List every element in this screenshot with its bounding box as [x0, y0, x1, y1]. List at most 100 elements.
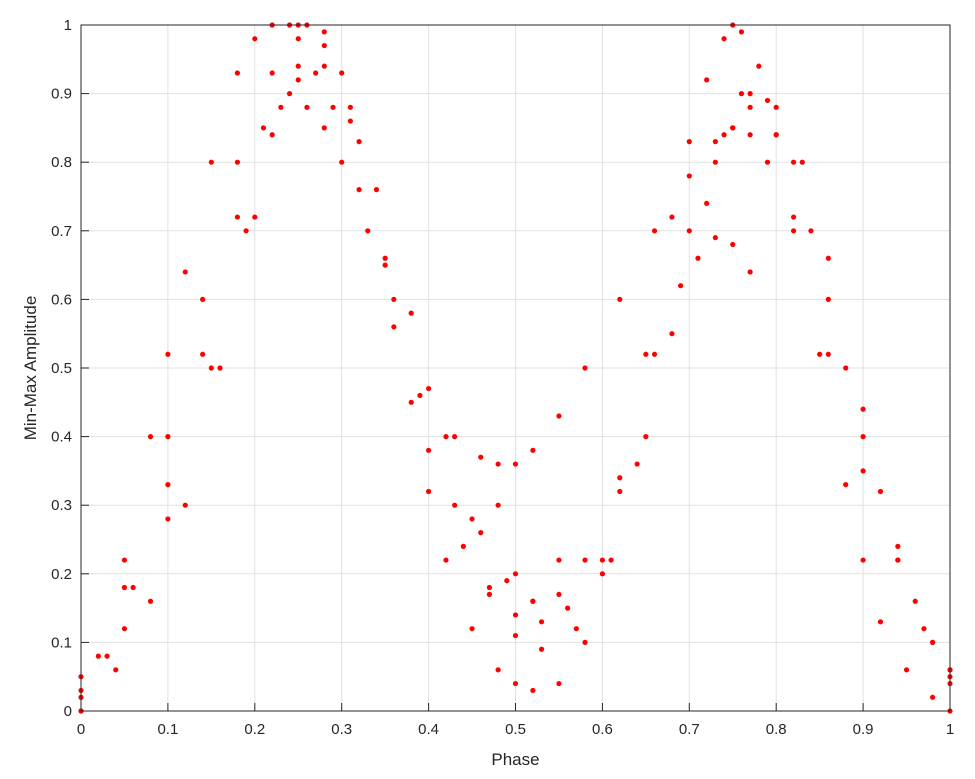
x-tick-label: 0.9	[853, 721, 874, 738]
data-point	[747, 91, 753, 97]
data-point	[643, 351, 649, 357]
x-axis-label: Phase	[491, 750, 539, 769]
data-point	[573, 626, 579, 632]
data-point	[113, 667, 119, 673]
x-tick-label: 0.8	[766, 721, 787, 738]
data-point	[817, 351, 823, 357]
data-point	[669, 331, 675, 337]
y-tick-label: 0.9	[51, 86, 72, 103]
data-point	[130, 584, 136, 591]
data-point	[165, 516, 171, 522]
data-point	[512, 632, 519, 639]
data-point	[347, 118, 353, 124]
data-point	[321, 125, 327, 131]
data-point	[843, 365, 849, 371]
data-point	[877, 488, 884, 495]
data-point	[234, 70, 241, 76]
data-point	[382, 255, 388, 261]
data-point	[443, 557, 449, 563]
data-point	[313, 70, 319, 76]
data-point	[530, 687, 536, 694]
y-tick-label: 1	[64, 17, 72, 34]
data-point	[469, 626, 475, 632]
y-tick-label: 0.7	[51, 223, 72, 240]
data-point	[860, 434, 866, 440]
x-tick-label: 0	[77, 721, 85, 738]
data-point	[504, 578, 510, 584]
data-point	[825, 296, 831, 302]
data-point	[617, 296, 623, 302]
data-point	[104, 653, 110, 659]
data-point	[321, 63, 327, 69]
y-tick-label: 0.4	[51, 429, 72, 446]
data-point	[921, 626, 927, 632]
data-point	[295, 77, 301, 83]
data-point	[165, 351, 171, 357]
axis-ticks: 0 0.1 0.2 0.3 0.4 0.5 0.6 0.7 0.8 0.9 1 0 0.1 0.2 0.3 0…	[51, 17, 954, 738]
data-point	[478, 454, 484, 460]
data-point	[512, 461, 519, 467]
y-tick-label: 0.6	[51, 291, 72, 308]
data-point	[860, 406, 866, 412]
data-point	[208, 365, 214, 371]
data-point	[347, 104, 353, 110]
data-point	[495, 461, 501, 467]
y-tick-label: 0	[64, 703, 72, 720]
data-point	[556, 413, 562, 419]
data-point	[339, 159, 345, 165]
data-point	[417, 392, 423, 399]
data-point	[860, 557, 866, 563]
data-point	[321, 29, 327, 35]
data-point	[252, 214, 258, 220]
data-point	[538, 619, 545, 625]
data-point	[426, 488, 432, 495]
data-point	[790, 159, 797, 165]
data-point	[356, 139, 362, 145]
data-point	[538, 646, 545, 652]
data-point	[643, 434, 649, 440]
data-point	[712, 139, 718, 145]
data-point	[747, 104, 753, 110]
data-point	[704, 200, 710, 206]
data-point	[339, 70, 345, 76]
data-point	[599, 571, 606, 577]
data-point	[651, 351, 658, 357]
data-point	[686, 173, 692, 179]
data-point	[426, 447, 432, 453]
data-point	[608, 557, 614, 563]
data-point	[678, 283, 684, 289]
data-point	[408, 310, 414, 316]
data-point	[669, 214, 675, 220]
data-point	[556, 591, 562, 597]
data-point	[234, 214, 241, 220]
data-point	[373, 187, 380, 193]
data-point	[321, 42, 327, 49]
data-point	[712, 159, 718, 165]
data-point	[773, 132, 779, 138]
x-tick-label: 0.5	[505, 721, 526, 738]
y-tick-label: 0.1	[51, 634, 72, 651]
scatter-series-7	[695, 235, 753, 275]
data-point	[930, 639, 936, 646]
data-point	[799, 159, 805, 165]
data-point	[121, 584, 128, 591]
data-point	[512, 680, 519, 687]
data-point	[182, 502, 188, 508]
data-point	[721, 132, 727, 138]
data-point	[704, 77, 710, 83]
data-point	[686, 139, 692, 145]
data-point	[147, 598, 154, 604]
data-point	[269, 132, 275, 138]
data-point	[903, 667, 910, 673]
data-point	[825, 351, 831, 357]
data-point	[486, 591, 493, 597]
data-point	[721, 36, 727, 42]
x-tick-label: 0.2	[244, 721, 265, 738]
data-point	[460, 543, 466, 549]
scatter-series-4	[78, 63, 953, 694]
data-point	[764, 159, 771, 165]
data-point	[877, 619, 884, 625]
data-point	[512, 571, 519, 577]
data-point	[426, 385, 432, 392]
